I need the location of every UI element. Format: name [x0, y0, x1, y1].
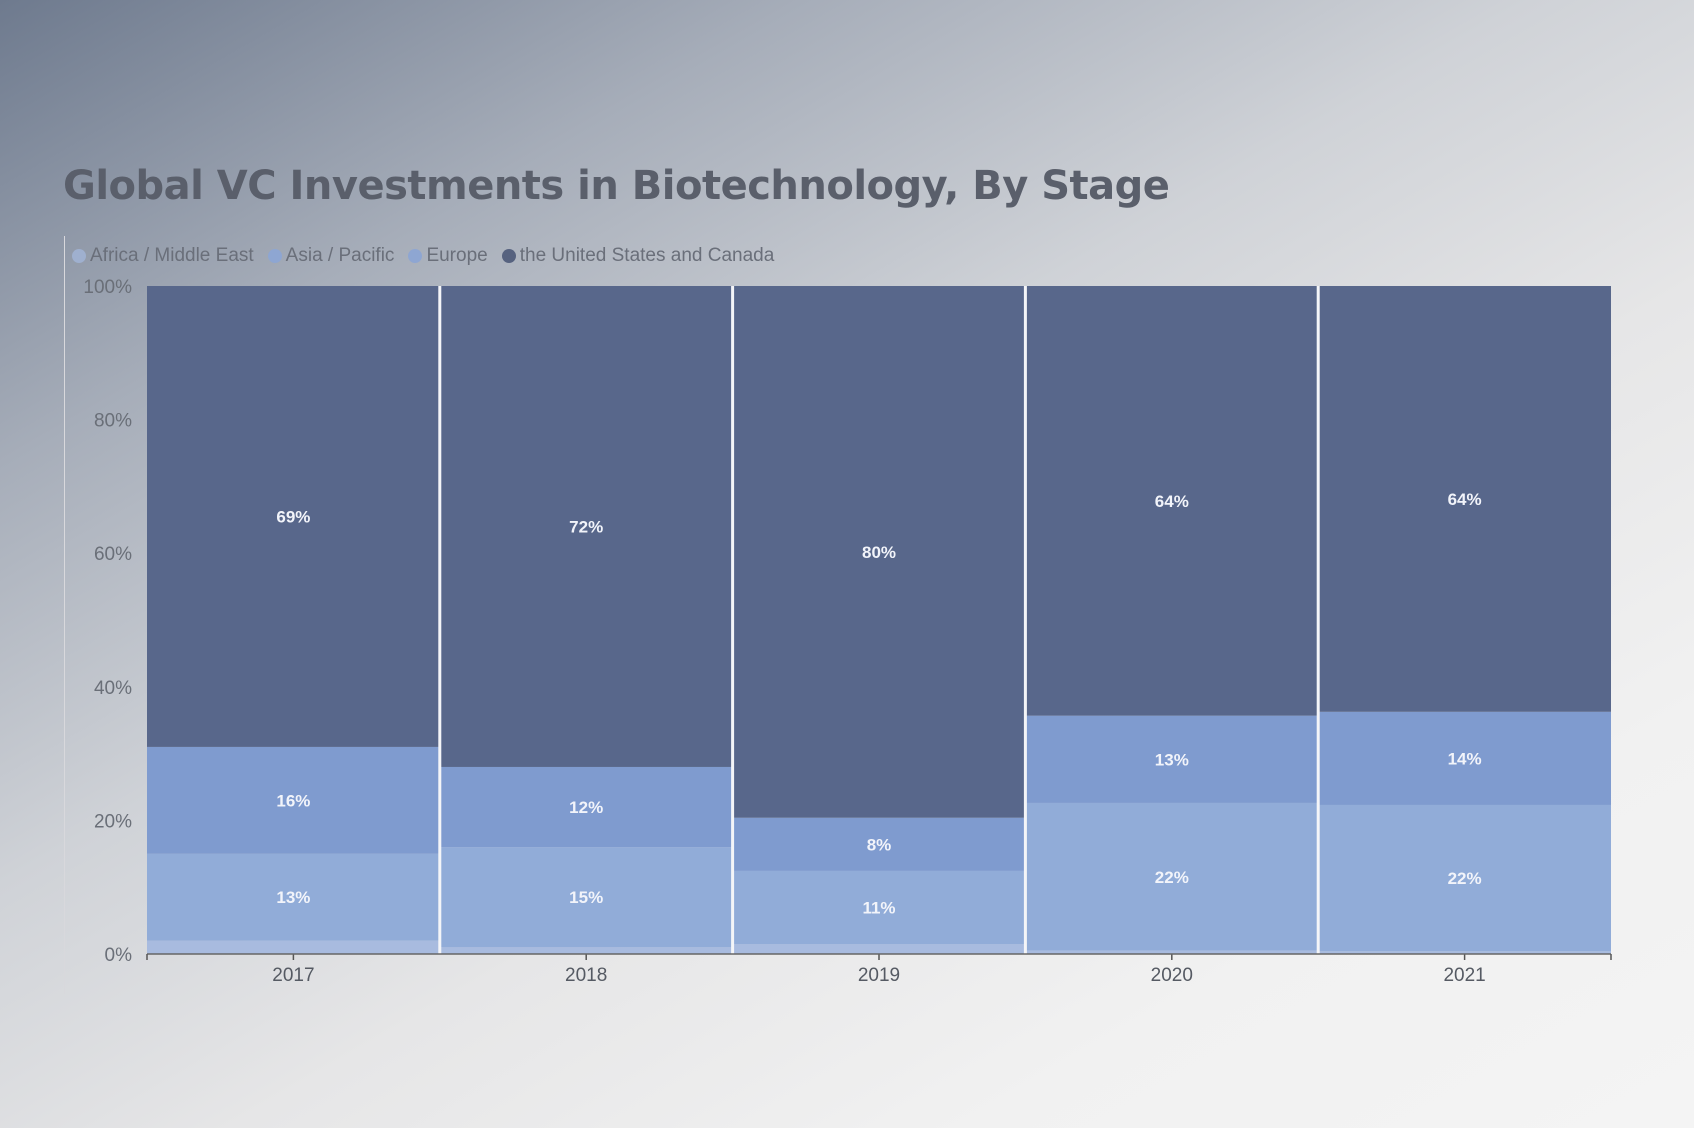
data-label: 22% [1448, 869, 1482, 888]
data-label: 8% [867, 835, 892, 854]
data-label: 13% [1155, 750, 1189, 769]
legend-label: Europe [426, 245, 488, 266]
data-label: 72% [569, 517, 603, 536]
bar-segment [1318, 804, 1611, 952]
panel-divider [64, 236, 65, 994]
x-tick-label: 2019 [858, 965, 900, 986]
bar-segment [439, 766, 733, 848]
legend-label: Asia / Pacific [285, 245, 395, 266]
legend-marker [72, 249, 86, 263]
bar-segment [147, 940, 440, 954]
y-tick-label: 20% [94, 811, 132, 832]
x-tick-label: 2021 [1443, 965, 1485, 986]
data-label: 22% [1155, 868, 1189, 887]
x-tick-label: 2020 [1151, 965, 1193, 986]
bar-segment [439, 947, 733, 954]
bar-segment [1318, 711, 1611, 805]
y-tick-label: 100% [83, 277, 132, 298]
bar-segment [1025, 715, 1319, 803]
bar-segment [732, 817, 1026, 871]
legend-item[interactable]: Europe [408, 245, 488, 267]
data-label: 16% [276, 791, 310, 810]
bar-segment [732, 944, 1026, 954]
data-label: 13% [276, 888, 310, 907]
legend-marker [267, 249, 282, 263]
chart-title: Global VC Investments in Biotechnology, … [63, 163, 1170, 209]
bar-segment [1025, 802, 1319, 951]
x-tick-label: 2017 [272, 965, 314, 986]
data-label: 15% [569, 888, 603, 907]
legend: Africa / Middle East Asia / Pacific Europe… [72, 245, 774, 267]
bar-segment [732, 870, 1026, 945]
data-label: 12% [569, 798, 603, 817]
data-label: 14% [1448, 749, 1482, 768]
legend-item[interactable]: the United States and Canada [501, 245, 775, 267]
legend-item[interactable]: Africa / Middle East [72, 245, 254, 267]
bar-segment [1025, 950, 1319, 954]
y-tick-label: 60% [94, 544, 132, 565]
legend-marker [501, 249, 516, 263]
legend-label: Africa / Middle East [90, 245, 254, 266]
y-tick-label: 80% [94, 411, 132, 432]
bar-segment [147, 746, 440, 854]
bar-segment [1025, 286, 1319, 716]
data-label: 64% [1155, 492, 1189, 511]
bar-segment [439, 286, 733, 767]
data-label: 11% [862, 898, 895, 917]
bar-segment [732, 286, 1026, 818]
y-tick-label: 0% [105, 945, 133, 966]
y-tick-label: 40% [94, 678, 132, 699]
x-tick-label: 2018 [565, 965, 607, 986]
data-label: 69% [276, 507, 310, 526]
bar-segment [439, 847, 733, 948]
legend-marker [408, 249, 423, 263]
bar-segment [147, 853, 440, 941]
bar-segment [147, 286, 440, 747]
legend-item[interactable]: Asia / Pacific [267, 245, 395, 267]
data-label: 80% [862, 543, 896, 562]
legend-label: the United States and Canada [519, 245, 775, 266]
bar-segment [1318, 286, 1611, 712]
bar-segment [1318, 951, 1611, 954]
data-label: 64% [1448, 490, 1482, 509]
